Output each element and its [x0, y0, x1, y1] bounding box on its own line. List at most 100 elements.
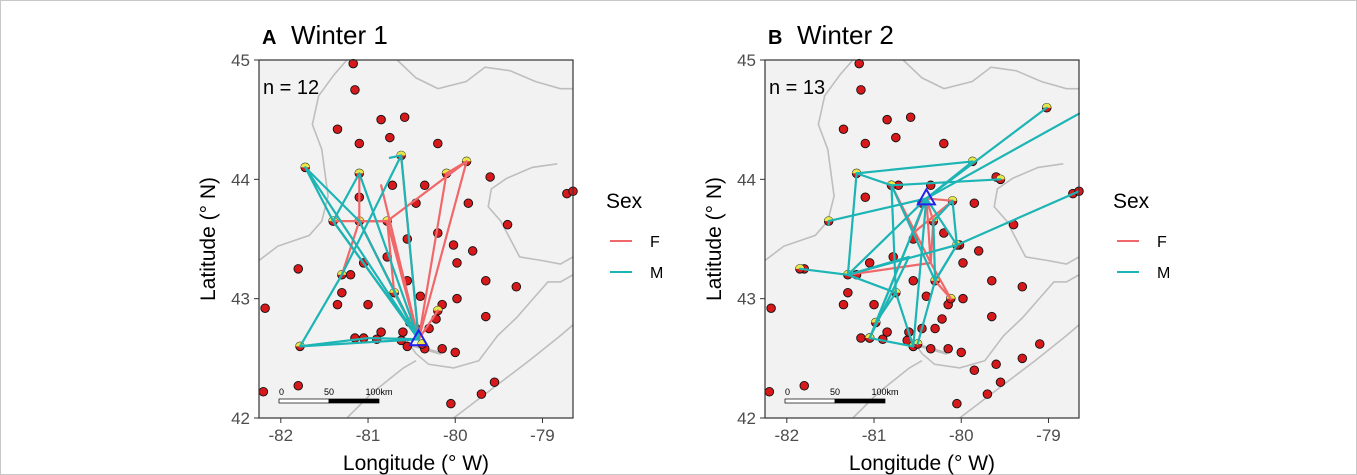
track-male — [925, 112, 1081, 200]
panel-winter-2: B Winter 2 0 50 100km n = 13 -82 -81 -80 -79 42 4… — [703, 20, 1084, 475]
scale-bar-label: 0 — [279, 387, 284, 397]
x-tick-label: -81 — [862, 426, 887, 445]
x-tick-label: -81 — [356, 426, 381, 445]
x-axis-title: Longitude (° W) — [849, 452, 995, 475]
station-point — [363, 299, 373, 310]
track-male — [890, 184, 915, 348]
scale-bar-label: 50 — [830, 387, 840, 397]
station-point — [764, 386, 775, 397]
station-point — [958, 293, 968, 304]
station-point — [463, 198, 474, 208]
release-site-marker — [408, 328, 429, 347]
track-male — [846, 172, 911, 340]
station-point — [376, 114, 386, 125]
station-point — [419, 180, 430, 191]
legend-winter-2: Sex F M — [1113, 190, 1170, 282]
legend-title: Sex — [1113, 190, 1150, 213]
shoreline — [453, 324, 574, 419]
station-point — [882, 327, 892, 337]
shoreline — [993, 163, 1080, 265]
detection-point-highlight — [968, 157, 977, 162]
station-point — [337, 287, 347, 298]
station-point — [293, 381, 304, 391]
station-point — [856, 85, 866, 95]
x-axis-title: Longitude (° W) — [343, 452, 489, 475]
shoreline — [852, 360, 923, 419]
station-point — [956, 347, 967, 358]
station-point — [969, 198, 980, 208]
station-point — [937, 314, 947, 324]
track-male — [332, 172, 420, 341]
station-point — [854, 58, 864, 69]
shoreline — [908, 274, 1080, 369]
panel-title: Winter 1 — [291, 20, 388, 50]
y-tick-label: 42 — [231, 409, 250, 428]
station-point — [958, 258, 968, 268]
scale-bar-black-segment — [328, 398, 380, 404]
scale-bar-white-segment — [278, 398, 330, 404]
y-tick-label: 45 — [737, 51, 756, 70]
station-point — [995, 377, 1006, 387]
station-point — [969, 365, 980, 376]
station-point — [452, 258, 462, 268]
track-female — [417, 160, 468, 341]
legend-label-m: M — [1157, 265, 1170, 282]
station-point — [399, 112, 410, 123]
station-point — [973, 246, 984, 256]
scale-bar-white-segment — [784, 398, 836, 404]
station-point — [481, 276, 491, 286]
station-point — [952, 398, 962, 409]
station-point — [939, 138, 949, 149]
track-male — [868, 197, 928, 348]
station-point — [987, 276, 997, 286]
station-point — [838, 124, 849, 134]
shoreline — [764, 59, 854, 262]
legend-title: Sex — [606, 190, 643, 213]
station-point — [485, 172, 495, 182]
station-point — [766, 303, 776, 313]
station-point — [350, 85, 360, 95]
station-point — [467, 246, 478, 256]
station-point — [354, 138, 365, 149]
legend-label-m: M — [650, 265, 663, 282]
y-tick-label: 44 — [737, 170, 756, 189]
station-point — [925, 344, 936, 354]
detection-point-highlight — [433, 306, 443, 311]
track-female — [380, 184, 420, 341]
station-point — [260, 303, 270, 313]
release-site-marker — [916, 187, 937, 206]
station-point — [1034, 339, 1045, 349]
station-point — [943, 344, 953, 354]
x-tick-label: -82 — [269, 426, 294, 445]
x-tick-label: -80 — [949, 426, 974, 445]
station-point — [476, 389, 487, 399]
station-point — [1017, 281, 1028, 292]
station-point — [402, 341, 413, 352]
detection-point-highlight — [996, 175, 1005, 180]
x-tick-label: -82 — [775, 426, 800, 445]
panel-title: Winter 2 — [797, 20, 894, 50]
detection-point-highlight — [795, 264, 805, 269]
track-male — [827, 197, 928, 226]
station-point — [293, 264, 304, 274]
station-point — [437, 344, 447, 354]
station-point — [332, 124, 343, 134]
scale-bar-label: 0 — [785, 387, 790, 397]
detection-point-highlight — [1042, 103, 1052, 108]
station-point — [1017, 353, 1028, 364]
station-point — [860, 192, 871, 202]
track-male — [916, 199, 958, 346]
sample-size-label: n = 13 — [769, 77, 825, 99]
y-tick-label: 43 — [231, 290, 250, 309]
shoreline — [258, 59, 348, 262]
y-tick-label: 45 — [231, 51, 250, 70]
station-point — [376, 327, 386, 337]
detection-point-highlight — [396, 151, 406, 156]
scale-bar-label: 100km — [871, 387, 898, 397]
scale-bar-label: 100km — [365, 387, 392, 397]
track-male — [855, 160, 1002, 200]
track-male — [298, 154, 420, 348]
station-point — [891, 132, 901, 143]
y-tick-label: 42 — [737, 409, 756, 428]
